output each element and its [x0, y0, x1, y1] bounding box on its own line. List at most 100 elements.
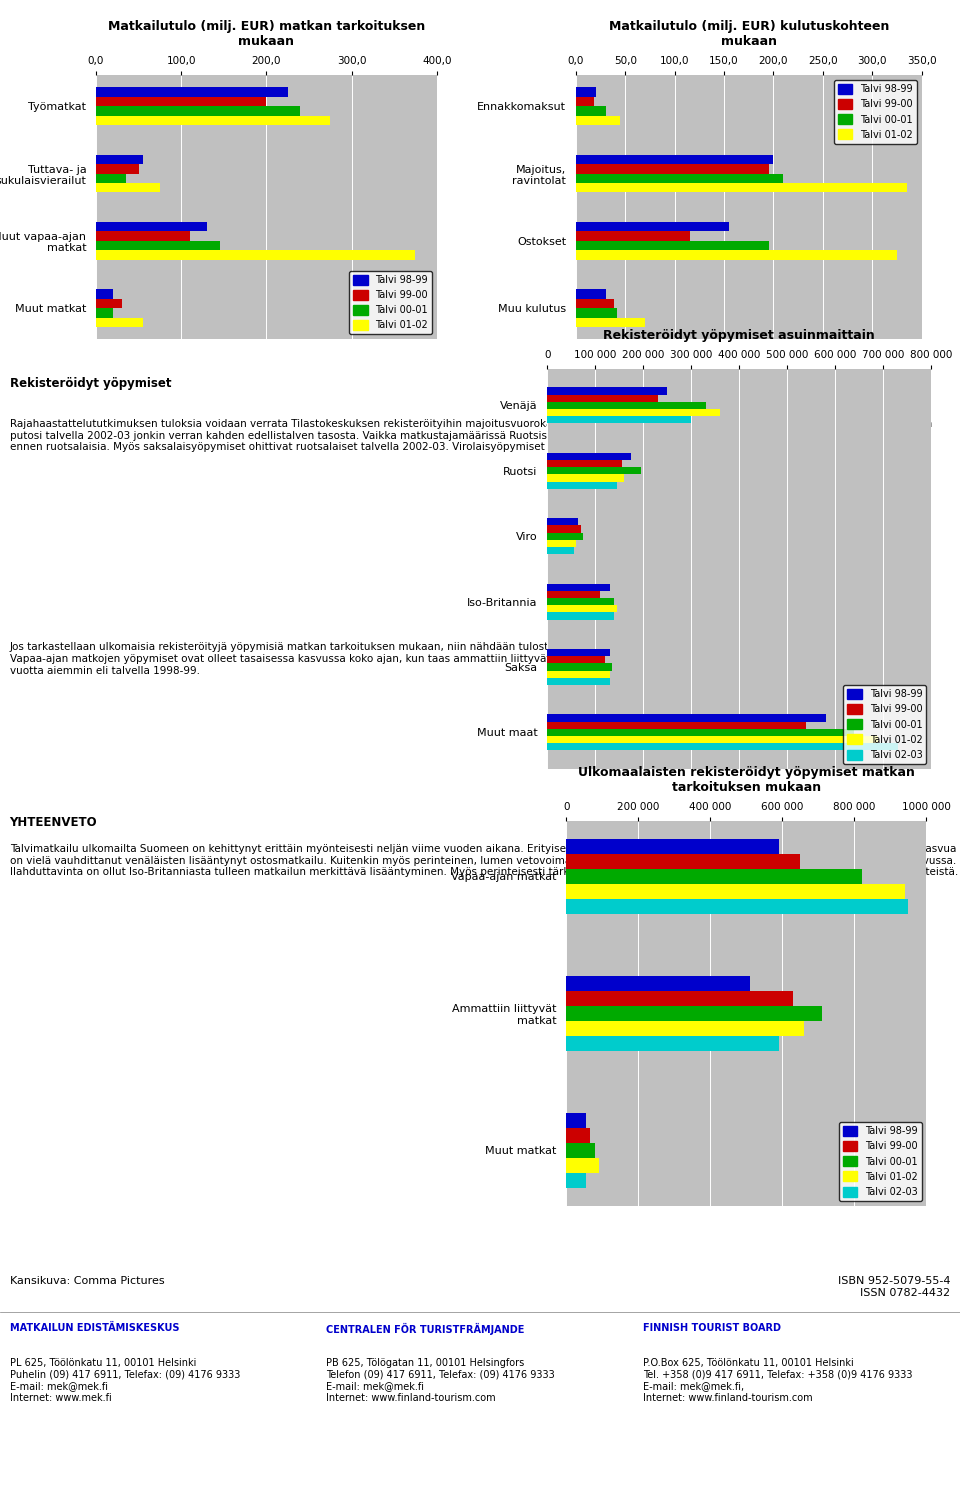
- Bar: [547, 583, 610, 591]
- Bar: [547, 714, 826, 722]
- Legend: Talvi 98-99, Talvi 99-00, Talvi 00-01, Talvi 01-02: Talvi 98-99, Talvi 99-00, Talvi 00-01, T…: [349, 271, 432, 335]
- Bar: [547, 650, 610, 656]
- Bar: [547, 722, 806, 729]
- Bar: [547, 482, 616, 488]
- Text: Talvimatkailu ulkomailta Suomeen on kehittynyt erittäin myönteisesti neljän viim: Talvimatkailu ulkomailta Suomeen on kehi…: [10, 844, 958, 877]
- Bar: [547, 678, 610, 686]
- Bar: [96, 96, 266, 105]
- Text: Kansikuva: Comma Pictures: Kansikuva: Comma Pictures: [10, 1276, 164, 1287]
- Bar: [566, 992, 793, 1007]
- Bar: [547, 526, 581, 532]
- Bar: [547, 460, 621, 467]
- Bar: [96, 241, 220, 250]
- Bar: [547, 598, 614, 606]
- Bar: [576, 232, 689, 241]
- Bar: [547, 467, 641, 475]
- Bar: [547, 532, 583, 540]
- Bar: [547, 416, 691, 423]
- Bar: [547, 656, 605, 663]
- Bar: [547, 408, 720, 416]
- Bar: [547, 663, 612, 671]
- Bar: [566, 854, 801, 870]
- Bar: [547, 735, 878, 743]
- Bar: [566, 870, 861, 885]
- Text: CENTRALEN FÖR TURISTFRÄMJANDE: CENTRALEN FÖR TURISTFRÄMJANDE: [326, 1323, 525, 1335]
- Bar: [547, 475, 624, 482]
- Title: Matkailutulo (milj. EUR) kulutuskohteen
mukaan: Matkailutulo (milj. EUR) kulutuskohteen …: [609, 20, 889, 48]
- Bar: [576, 116, 620, 125]
- Legend: Talvi 98-99, Talvi 99-00, Talvi 00-01, Talvi 01-02, Talvi 02-03: Talvi 98-99, Talvi 99-00, Talvi 00-01, T…: [844, 686, 926, 764]
- Bar: [547, 540, 576, 547]
- Bar: [96, 232, 190, 241]
- Title: Rekisteröidyt yöpymiset asuinmaittain: Rekisteröidyt yöpymiset asuinmaittain: [603, 329, 876, 342]
- Bar: [547, 612, 614, 619]
- Bar: [96, 87, 288, 96]
- Bar: [96, 309, 113, 318]
- Bar: [566, 1127, 589, 1142]
- Bar: [547, 743, 898, 750]
- Text: FINNISH TOURIST BOARD: FINNISH TOURIST BOARD: [643, 1323, 781, 1332]
- Bar: [96, 250, 416, 259]
- Text: Rekisteröidyt yöpymiset: Rekisteröidyt yöpymiset: [10, 377, 171, 390]
- Bar: [576, 87, 596, 96]
- Bar: [96, 182, 160, 193]
- Text: Rajahaastattelututkimukset  TALVI 1998-99 - TALVI 2001-02: Rajahaastattelututkimukset TALVI 1998-99…: [9, 21, 520, 35]
- Bar: [547, 729, 854, 735]
- Bar: [576, 173, 783, 182]
- Bar: [566, 1157, 599, 1172]
- Bar: [96, 318, 143, 327]
- Bar: [566, 1142, 595, 1157]
- Text: YHTEENVETO: YHTEENVETO: [10, 815, 97, 829]
- Bar: [96, 298, 122, 309]
- Bar: [566, 839, 779, 854]
- Bar: [576, 309, 617, 318]
- Bar: [547, 402, 706, 408]
- Bar: [96, 173, 126, 182]
- Legend: Talvi 98-99, Talvi 99-00, Talvi 00-01, Talvi 01-02, Talvi 02-03: Talvi 98-99, Talvi 99-00, Talvi 00-01, T…: [839, 1123, 922, 1201]
- Bar: [96, 155, 143, 164]
- Bar: [547, 547, 573, 555]
- Bar: [576, 182, 907, 193]
- Text: PB 625, Tölögatan 11, 00101 Helsingfors
Telefon (09) 417 6911, Telefax: (09) 417: PB 625, Tölögatan 11, 00101 Helsingfors …: [326, 1358, 555, 1403]
- Bar: [547, 518, 578, 526]
- Bar: [547, 591, 600, 598]
- Legend: Talvi 98-99, Talvi 99-00, Talvi 00-01, Talvi 01-02: Talvi 98-99, Talvi 99-00, Talvi 00-01, T…: [834, 80, 917, 143]
- Bar: [576, 250, 897, 259]
- Bar: [96, 289, 113, 298]
- Bar: [576, 155, 774, 164]
- Bar: [96, 164, 138, 173]
- Bar: [576, 298, 613, 309]
- Bar: [547, 395, 658, 402]
- Bar: [576, 164, 769, 173]
- Text: MATKAILUN EDISTÄMISKESKUS: MATKAILUN EDISTÄMISKESKUS: [10, 1323, 180, 1332]
- Bar: [566, 1172, 587, 1188]
- Text: PL 625, Töölönkatu 11, 00101 Helsinki
Puhelin (09) 417 6911, Telefax: (09) 4176 : PL 625, Töölönkatu 11, 00101 Helsinki Pu…: [10, 1358, 240, 1403]
- Bar: [547, 606, 616, 612]
- Bar: [566, 1007, 822, 1022]
- Bar: [96, 222, 206, 232]
- Bar: [566, 885, 904, 900]
- Title: Matkailutulo (milj. EUR) matkan tarkoituksen
mukaan: Matkailutulo (milj. EUR) matkan tarkoitu…: [108, 20, 425, 48]
- Text: Rajahaastattelututkimuksen tuloksia voidaan verrata Tilastokeskuksen rekisteröit: Rajahaastattelututkimuksen tuloksia void…: [10, 419, 932, 452]
- Bar: [566, 977, 750, 992]
- Bar: [576, 222, 729, 232]
- Bar: [96, 105, 300, 116]
- Text: 6: 6: [915, 18, 928, 38]
- Title: Ulkomaalaisten rekisteröidyt yöpymiset matkan
tarkoituksen mukaan: Ulkomaalaisten rekisteröidyt yöpymiset m…: [578, 766, 915, 794]
- Bar: [576, 318, 645, 327]
- Bar: [576, 289, 606, 298]
- Bar: [576, 105, 606, 116]
- Bar: [566, 1022, 804, 1037]
- Bar: [547, 452, 632, 460]
- Text: ISBN 952-5079-55-4
ISSN 0782-4432: ISBN 952-5079-55-4 ISSN 0782-4432: [838, 1276, 950, 1298]
- Bar: [96, 116, 330, 125]
- Bar: [547, 387, 667, 395]
- Text: Jos tarkastellaan ulkomaisia rekisteröityjä yöpymisiä matkan tarkoituksen mukaan: Jos tarkastellaan ulkomaisia rekisteröit…: [10, 642, 927, 675]
- Bar: [566, 1112, 587, 1127]
- Bar: [566, 1037, 779, 1052]
- Bar: [547, 671, 610, 678]
- Text: P.O.Box 625, Töölönkatu 11, 00101 Helsinki
Tel. +358 (0)9 417 6911, Telefax: +35: P.O.Box 625, Töölönkatu 11, 00101 Helsin…: [643, 1358, 913, 1403]
- Bar: [566, 900, 908, 915]
- Bar: [576, 96, 594, 105]
- Bar: [576, 241, 769, 250]
